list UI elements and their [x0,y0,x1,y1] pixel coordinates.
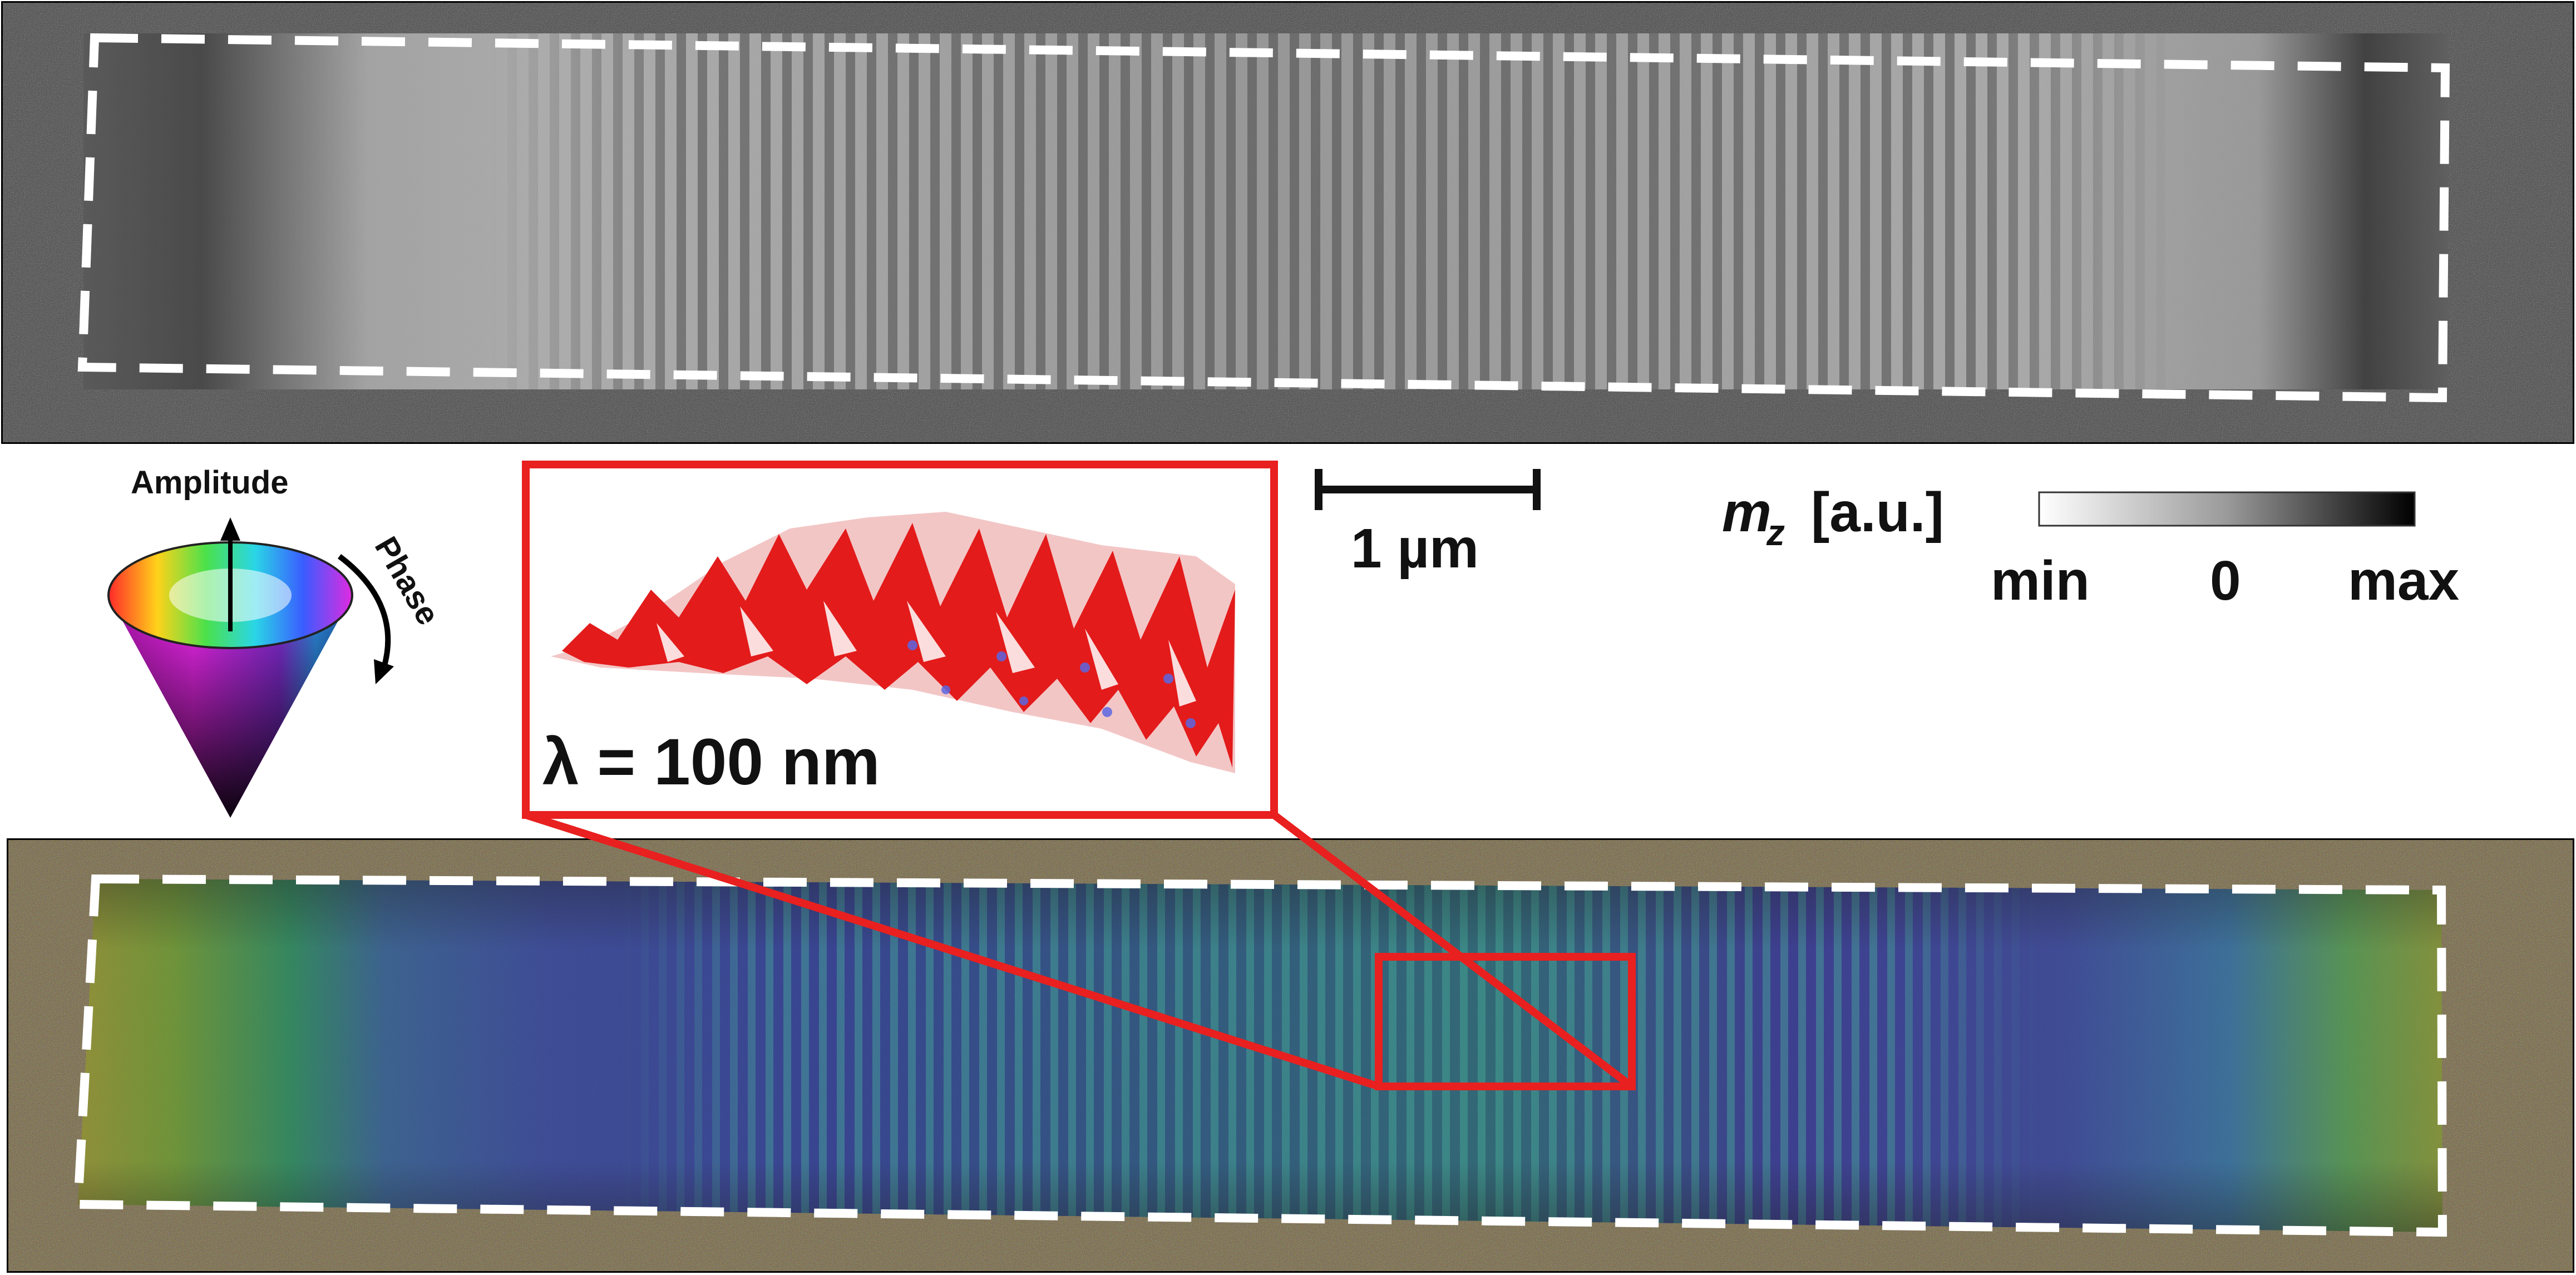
phase-arrow [337,554,391,669]
phase-amplitude-cone: Amplitude Phase [107,464,447,818]
colorbar-gradient [2038,491,2416,527]
phase-label: Phase [368,531,447,631]
colorbar-unit: [a.u.] [1811,481,1944,543]
wavelength-label: λ = 100 nm [542,725,880,799]
amplitude-arrow-head [220,517,240,541]
wave-surface [551,512,1235,773]
zoom-region-box [1375,953,1636,1090]
scale-bar-label: 1 µm [1351,517,1479,580]
inset-panel: λ = 100 nm [522,461,1278,819]
top-dashed-outline [77,33,2450,403]
amplitude-label: Amplitude [131,464,289,501]
mz-colorbar: m z [a.u.] min 0 max [1722,481,2459,612]
colorbar-symbol: m [1722,481,1771,543]
top-mz-image [1,1,2574,444]
colorbar-tick-max: max [2348,550,2459,612]
colorbar-tick-zero: 0 [2210,550,2241,612]
phase-arrow-head [374,659,394,684]
scale-bar: 1 µm [1315,469,1541,580]
colorbar-tick-min: min [1991,550,2090,612]
bottom-dashed-outline [73,874,2447,1237]
colorbar-subscript: z [1766,512,1785,553]
zoom-connectors [524,811,1635,1090]
